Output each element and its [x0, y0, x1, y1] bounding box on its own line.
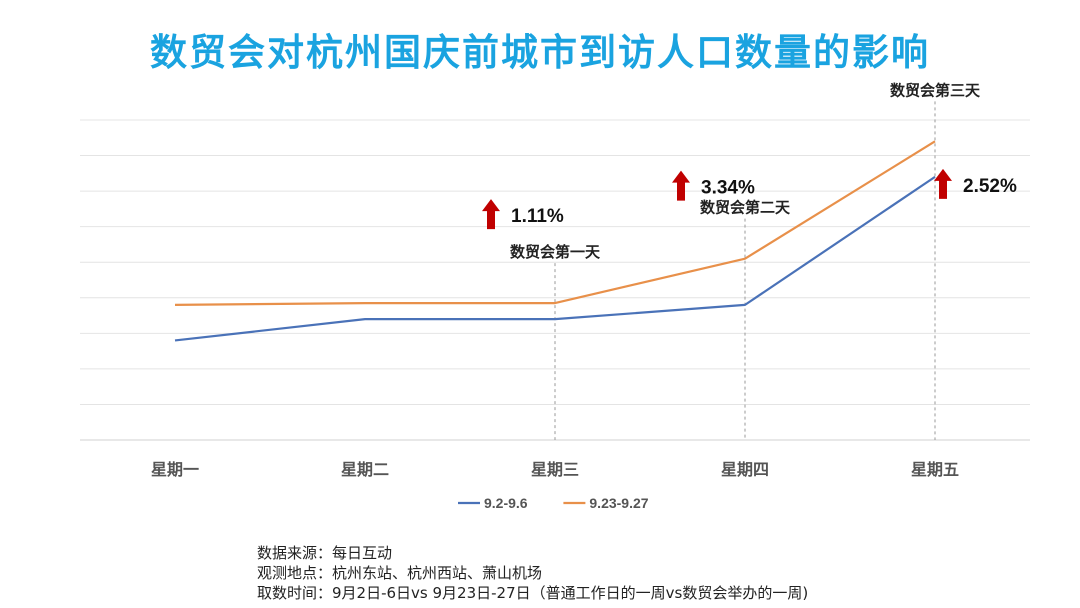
note-location: 观测地点：杭州东站、杭州西站、萧山机场: [257, 564, 543, 582]
increase-label: 2.52%: [963, 176, 1017, 197]
up-arrow-icon: [482, 199, 500, 230]
increase-label: 1.11%: [511, 206, 564, 227]
note-source: 数据来源：每日互动: [257, 544, 393, 562]
x-tick-label: 星期五: [911, 460, 959, 479]
event-label: 数贸会第二天: [700, 199, 791, 217]
x-tick-label: 星期一: [151, 460, 199, 479]
up-arrow-icon: [934, 168, 952, 199]
x-tick-label: 星期四: [721, 460, 769, 479]
chart-title: 数贸会对杭州国庆前城市到访人口数量的影响: [150, 31, 930, 74]
source-notes: 数据来源：每日互动 观测地点：杭州东站、杭州西站、萧山机场 取数时间：9月2日-…: [257, 543, 808, 603]
up-arrow-icon: [672, 170, 690, 201]
x-tick-label: 星期二: [341, 460, 389, 479]
series-line-9.23-9.27: [174, 140, 936, 306]
x-tick-label: 星期三: [531, 460, 579, 479]
event-label: 数贸会第三天: [890, 81, 981, 99]
legend-label: 9.23-9.27: [589, 495, 648, 511]
note-time: 取数时间：9月2日-6日vs 9月23日-27日（普通工作日的一周vs数贸会举办…: [257, 584, 809, 602]
series-line-9.2-9.6: [174, 175, 936, 342]
event-label: 数贸会第一天: [510, 243, 601, 261]
increase-label: 3.34%: [701, 178, 755, 199]
legend-label: 9.2-9.6: [484, 495, 528, 511]
